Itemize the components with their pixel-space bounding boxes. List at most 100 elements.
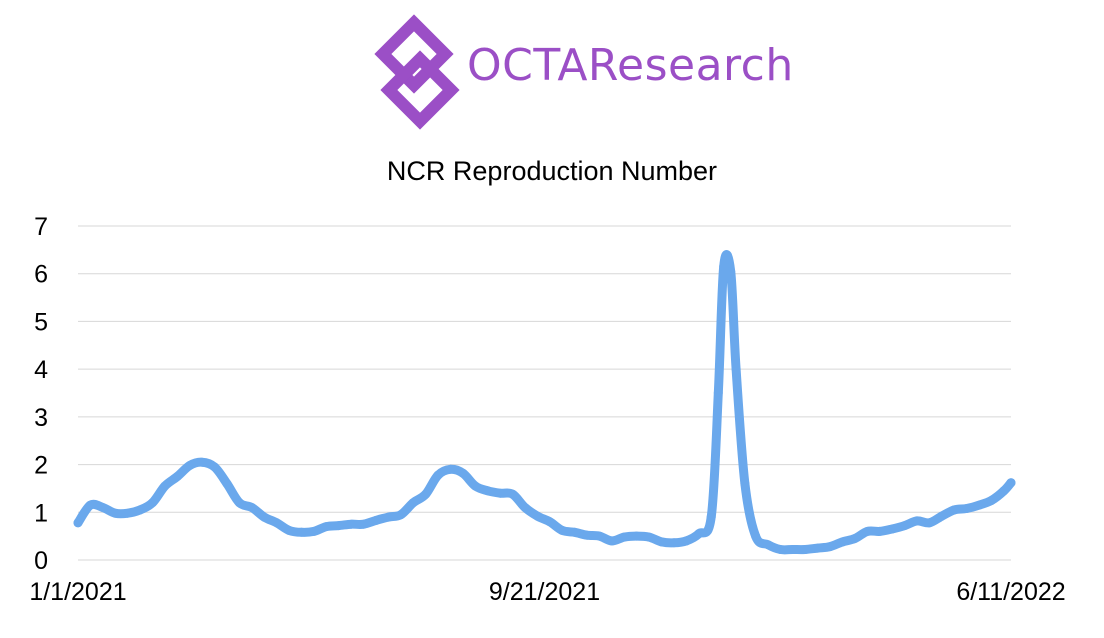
- data-point: [838, 537, 847, 547]
- data-point: [247, 503, 257, 512]
- x-tick-label: 9/21/2021: [489, 578, 600, 606]
- data-points: [73, 262, 1016, 554]
- data-point: [545, 517, 555, 527]
- data-point: [408, 498, 418, 508]
- data-point: [98, 503, 108, 512]
- data-point: [987, 495, 996, 505]
- data-point: [644, 532, 654, 542]
- y-tick-label: 4: [34, 356, 48, 384]
- data-point: [259, 512, 269, 522]
- data-point: [222, 479, 232, 489]
- data-point: [694, 529, 704, 539]
- gridlines: [78, 225, 1011, 561]
- data-point: [110, 508, 120, 518]
- y-tick-label: 0: [34, 547, 48, 575]
- data-point: [731, 364, 741, 374]
- data-point: [862, 526, 872, 536]
- data-point: [974, 500, 984, 510]
- logo-lower-diamond: [380, 50, 460, 130]
- data-point: [272, 518, 282, 528]
- data-point: [763, 540, 773, 550]
- data-point: [949, 505, 959, 515]
- logo-text: OCTAResearch: [467, 40, 794, 91]
- data-point: [446, 464, 455, 474]
- data-point: [234, 498, 244, 508]
- data-point: [887, 524, 897, 534]
- data-point: [359, 519, 369, 529]
- y-tick-label: 3: [34, 404, 48, 432]
- y-tick-label: 7: [34, 213, 48, 241]
- data-point: [726, 266, 736, 276]
- data-point: [713, 388, 723, 398]
- data-point: [421, 489, 431, 499]
- data-point: [309, 526, 319, 536]
- data-point: [383, 512, 393, 522]
- data-point: [135, 505, 145, 515]
- data-point: [937, 511, 947, 521]
- y-tick-label: 5: [34, 308, 48, 336]
- data-point: [900, 521, 910, 531]
- data-point: [532, 511, 542, 521]
- y-tick-label: 6: [34, 261, 48, 289]
- data-point: [85, 500, 95, 510]
- data-point: [520, 503, 530, 512]
- data-point: [1006, 478, 1016, 488]
- data-point: [825, 542, 835, 552]
- data-point: [557, 525, 567, 535]
- data-point: [458, 468, 468, 478]
- data-point: [751, 531, 761, 541]
- data-point: [297, 527, 306, 537]
- x-tick-label: 6/11/2022: [956, 578, 1065, 606]
- data-point: [123, 508, 133, 518]
- octaresearch-logo: [374, 14, 460, 130]
- data-point: [813, 543, 823, 553]
- data-point: [912, 516, 922, 526]
- reproduction-number-line: [73, 250, 1016, 555]
- data-point: [924, 518, 934, 528]
- y-axis-tick-labels: 0 1 2 3 4 5 6 7: [34, 213, 48, 575]
- data-point: [607, 536, 617, 546]
- data-point: [875, 526, 885, 536]
- data-point: [73, 518, 83, 528]
- data-point: [570, 527, 580, 537]
- data-point: [185, 461, 195, 470]
- x-axis-tick-labels: 1/1/2021 9/21/2021 6/11/2022: [29, 578, 1065, 606]
- data-point: [470, 481, 480, 491]
- data-point: [334, 521, 344, 531]
- data-point: [681, 536, 691, 546]
- data-point: [210, 462, 220, 472]
- data-point: [508, 489, 518, 499]
- data-point: [788, 545, 798, 554]
- data-point: [632, 531, 642, 541]
- data-point: [719, 262, 729, 272]
- data-point: [582, 530, 592, 540]
- data-point: [172, 472, 182, 481]
- data-point: [775, 545, 785, 554]
- data-point: [284, 525, 294, 535]
- data-point: [346, 519, 356, 529]
- data-point: [483, 486, 493, 496]
- data-point: [962, 504, 972, 513]
- data-point: [396, 510, 406, 520]
- data-point: [999, 486, 1009, 496]
- chart-title: NCR Reproduction Number: [386, 156, 718, 186]
- data-point: [657, 537, 667, 547]
- data-point: [669, 538, 679, 548]
- y-tick-label: 1: [34, 499, 48, 527]
- data-point: [740, 479, 750, 489]
- data-point: [595, 531, 604, 541]
- data-point: [197, 457, 207, 467]
- data-point: [706, 512, 716, 522]
- data-point: [850, 534, 860, 543]
- data-point: [495, 488, 505, 498]
- data-point: [800, 545, 810, 554]
- x-tick-label: 1/1/2021: [29, 578, 126, 606]
- data-point: [433, 470, 443, 480]
- data-point: [619, 532, 629, 542]
- data-point: [148, 498, 157, 508]
- y-tick-label: 2: [34, 452, 48, 480]
- data-point: [160, 481, 170, 491]
- data-point: [371, 515, 381, 525]
- data-point: [321, 522, 331, 532]
